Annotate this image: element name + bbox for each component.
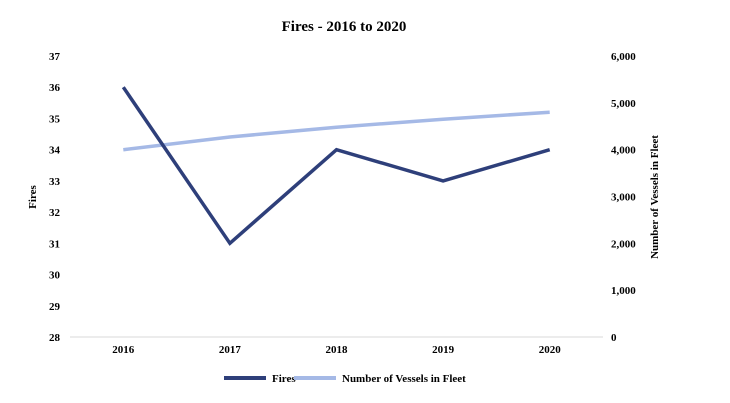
- y-axis-right-tick-label: 1,000: [611, 285, 636, 297]
- y-axis-left-tick-label: 29: [49, 301, 61, 313]
- y-axis-right-tick-label: 4,000: [611, 145, 636, 157]
- y-axis-right-tick-label: 3,000: [611, 192, 636, 204]
- y-axis-left-tick-label: 31: [49, 238, 60, 250]
- y-axis-right-tick-label: 2,000: [611, 238, 636, 250]
- legend: Fires Number of Vessels in Fleet: [224, 373, 466, 385]
- y-axis-left-tick-label: 32: [49, 207, 61, 219]
- y-axis-left-tick-label: 30: [49, 270, 61, 282]
- x-axis-tick-label: 2017: [219, 344, 242, 356]
- series-line-fires: [121, 86, 551, 246]
- y-axis-right-title: Number of Vessels in Fleet: [649, 135, 661, 259]
- x-axis-tick-label: 2016: [112, 344, 135, 356]
- y-axis-left-tick-label: 33: [49, 176, 61, 188]
- y-axis-left-tick-label: 37: [49, 51, 61, 63]
- y-axis-left-tick-label: 28: [49, 332, 61, 344]
- y-axis-right-tick-label: 6,000: [611, 51, 636, 63]
- y-axis-left-tick-label: 36: [49, 82, 61, 94]
- y-axis-right-tick-label: 5,000: [611, 98, 636, 110]
- x-axis-tick-label: 2020: [539, 344, 562, 356]
- series-lines: [121, 86, 551, 246]
- x-axis-tick-label: 2018: [326, 344, 349, 356]
- series-line-vessels: [123, 110, 550, 152]
- y-axis-left-ticks: 28 29 30 31 32 33 34 35 36 37: [49, 51, 61, 344]
- x-axis-tick-label: 2019: [432, 344, 455, 356]
- y-axis-left-title: Fires: [27, 184, 39, 208]
- x-axis-ticks: 2016 2017 2018 2019 2020: [112, 344, 561, 356]
- legend-label-vessels: Number of Vessels in Fleet: [342, 373, 466, 385]
- legend-label-fires: Fires: [272, 373, 296, 385]
- y-axis-left-tick-label: 35: [49, 113, 61, 125]
- y-axis-right-tick-label: 0: [611, 332, 617, 344]
- y-axis-left-tick-label: 34: [49, 145, 61, 157]
- chart-title: Fires - 2016 to 2020: [282, 19, 407, 35]
- y-axis-right-ticks: 0 1,000 2,000 3,000 4,000 5,000 6,000: [611, 51, 636, 344]
